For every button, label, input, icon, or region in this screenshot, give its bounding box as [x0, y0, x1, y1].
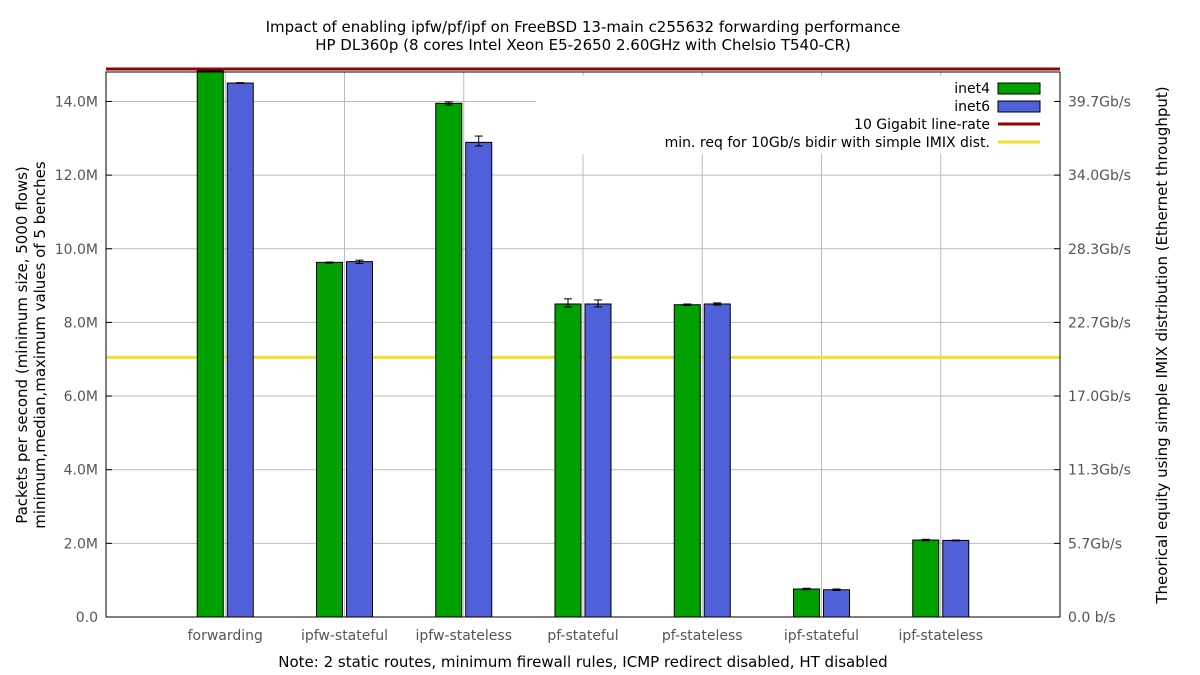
legend-swatch: [997, 82, 1041, 95]
bar-inet6-pf-stateful: [584, 303, 612, 618]
x-tick-label: ipf-stateless: [898, 628, 983, 644]
reference-lines: [106, 67, 1060, 359]
legend: inet4 inet6 10 Gigabit line-rate min. req f…: [536, 76, 1054, 154]
x-tick-label: ipfw-stateless: [415, 628, 512, 644]
y-tick-label: 8.0M: [64, 315, 98, 331]
y-axis-label-line2: minimum,median,maximum values of 5 bench…: [31, 161, 49, 529]
y2-tick-label: 22.7Gb/s: [1068, 315, 1131, 331]
y2-axis-label: Theorical equity using simple IMIX distr…: [1153, 86, 1171, 604]
y-tick-label: 6.0M: [64, 389, 98, 405]
bar-inet4-ipf-stateful: [793, 588, 820, 618]
legend-label: min. req for 10Gb/s bidir with simple IM…: [665, 135, 990, 151]
grid: [106, 72, 1060, 617]
bar-inet6-ipf-stateful: [823, 589, 850, 618]
bar-inet6-pf-stateless: [703, 303, 731, 618]
legend-label: inet6: [954, 99, 990, 115]
legend-swatch: [997, 100, 1041, 113]
x-tick-label: pf-stateful: [547, 628, 618, 644]
y-tick-label: 0.0: [76, 610, 98, 626]
bars: [196, 70, 970, 618]
y2-tick-label: 0.0 b/s: [1068, 610, 1116, 626]
x-axis-ticks: forwarding ipfw-stateful ipfw-stateless pf-…: [188, 628, 983, 644]
y2-axis-ticks: 0.0 b/s 5.7Gb/s 11.3Gb/s 17.0Gb/s 22.7Gb/s 28…: [1054, 94, 1131, 626]
y2-tick-label: 34.0Gb/s: [1068, 168, 1131, 184]
x-tick-label: pf-stateless: [662, 628, 743, 644]
y-tick-label: 10.0M: [55, 242, 98, 258]
legend-label: 10 Gigabit line-rate: [854, 117, 990, 133]
bar-inet6-ipfw-stateful: [346, 261, 373, 618]
x-tick-label: forwarding: [188, 628, 263, 644]
bar-inet6-forwarding: [226, 82, 254, 618]
y-axis-label-line1: Packets per second (minimum size, 5000 f…: [13, 166, 31, 524]
bar-inet4-pf-stateless: [673, 304, 701, 618]
x-tick-label: ipfw-stateful: [301, 628, 388, 644]
y-axis-ticks: 0.0 2.0M 4.0M 6.0M 8.0M 10.0M 12.0M 14.0M: [55, 94, 112, 626]
chart-subtitle: HP DL360p (8 cores Intel Xeon E5-2650 2.…: [315, 36, 851, 54]
y2-tick-label: 28.3Gb/s: [1068, 242, 1131, 258]
y-tick-label: 12.0M: [55, 168, 98, 184]
y2-tick-label: 39.7Gb/s: [1068, 94, 1131, 110]
y-tick-label: 2.0M: [64, 536, 98, 552]
plot-border: [105, 71, 1061, 618]
bar-inet6-ipf-stateless: [942, 539, 970, 618]
y2-tick-label: 5.7Gb/s: [1068, 536, 1122, 552]
bar-inet6-ipfw-stateless: [465, 141, 493, 618]
x-axis-label: Note: 2 static routes, minimum firewall …: [278, 653, 887, 671]
bar-inet4-ipf-stateless: [912, 539, 940, 618]
bar-inet4-ipfw-stateful: [316, 261, 343, 618]
y-tick-label: 14.0M: [55, 94, 98, 110]
bar-inet4-pf-stateful: [554, 303, 582, 618]
legend-label: inet4: [954, 81, 990, 97]
x-tick-label: ipf-stateful: [784, 628, 859, 644]
legend-background: [536, 76, 1054, 154]
y2-tick-label: 17.0Gb/s: [1068, 389, 1131, 405]
bar-inet4-ipfw-stateless: [435, 102, 463, 618]
y2-tick-label: 11.3Gb/s: [1068, 463, 1131, 479]
bar-inet4-forwarding: [196, 70, 224, 618]
chart-title: Impact of enabling ipfw/pf/ipf on FreeBS…: [266, 18, 901, 36]
y-tick-label: 4.0M: [64, 463, 98, 479]
